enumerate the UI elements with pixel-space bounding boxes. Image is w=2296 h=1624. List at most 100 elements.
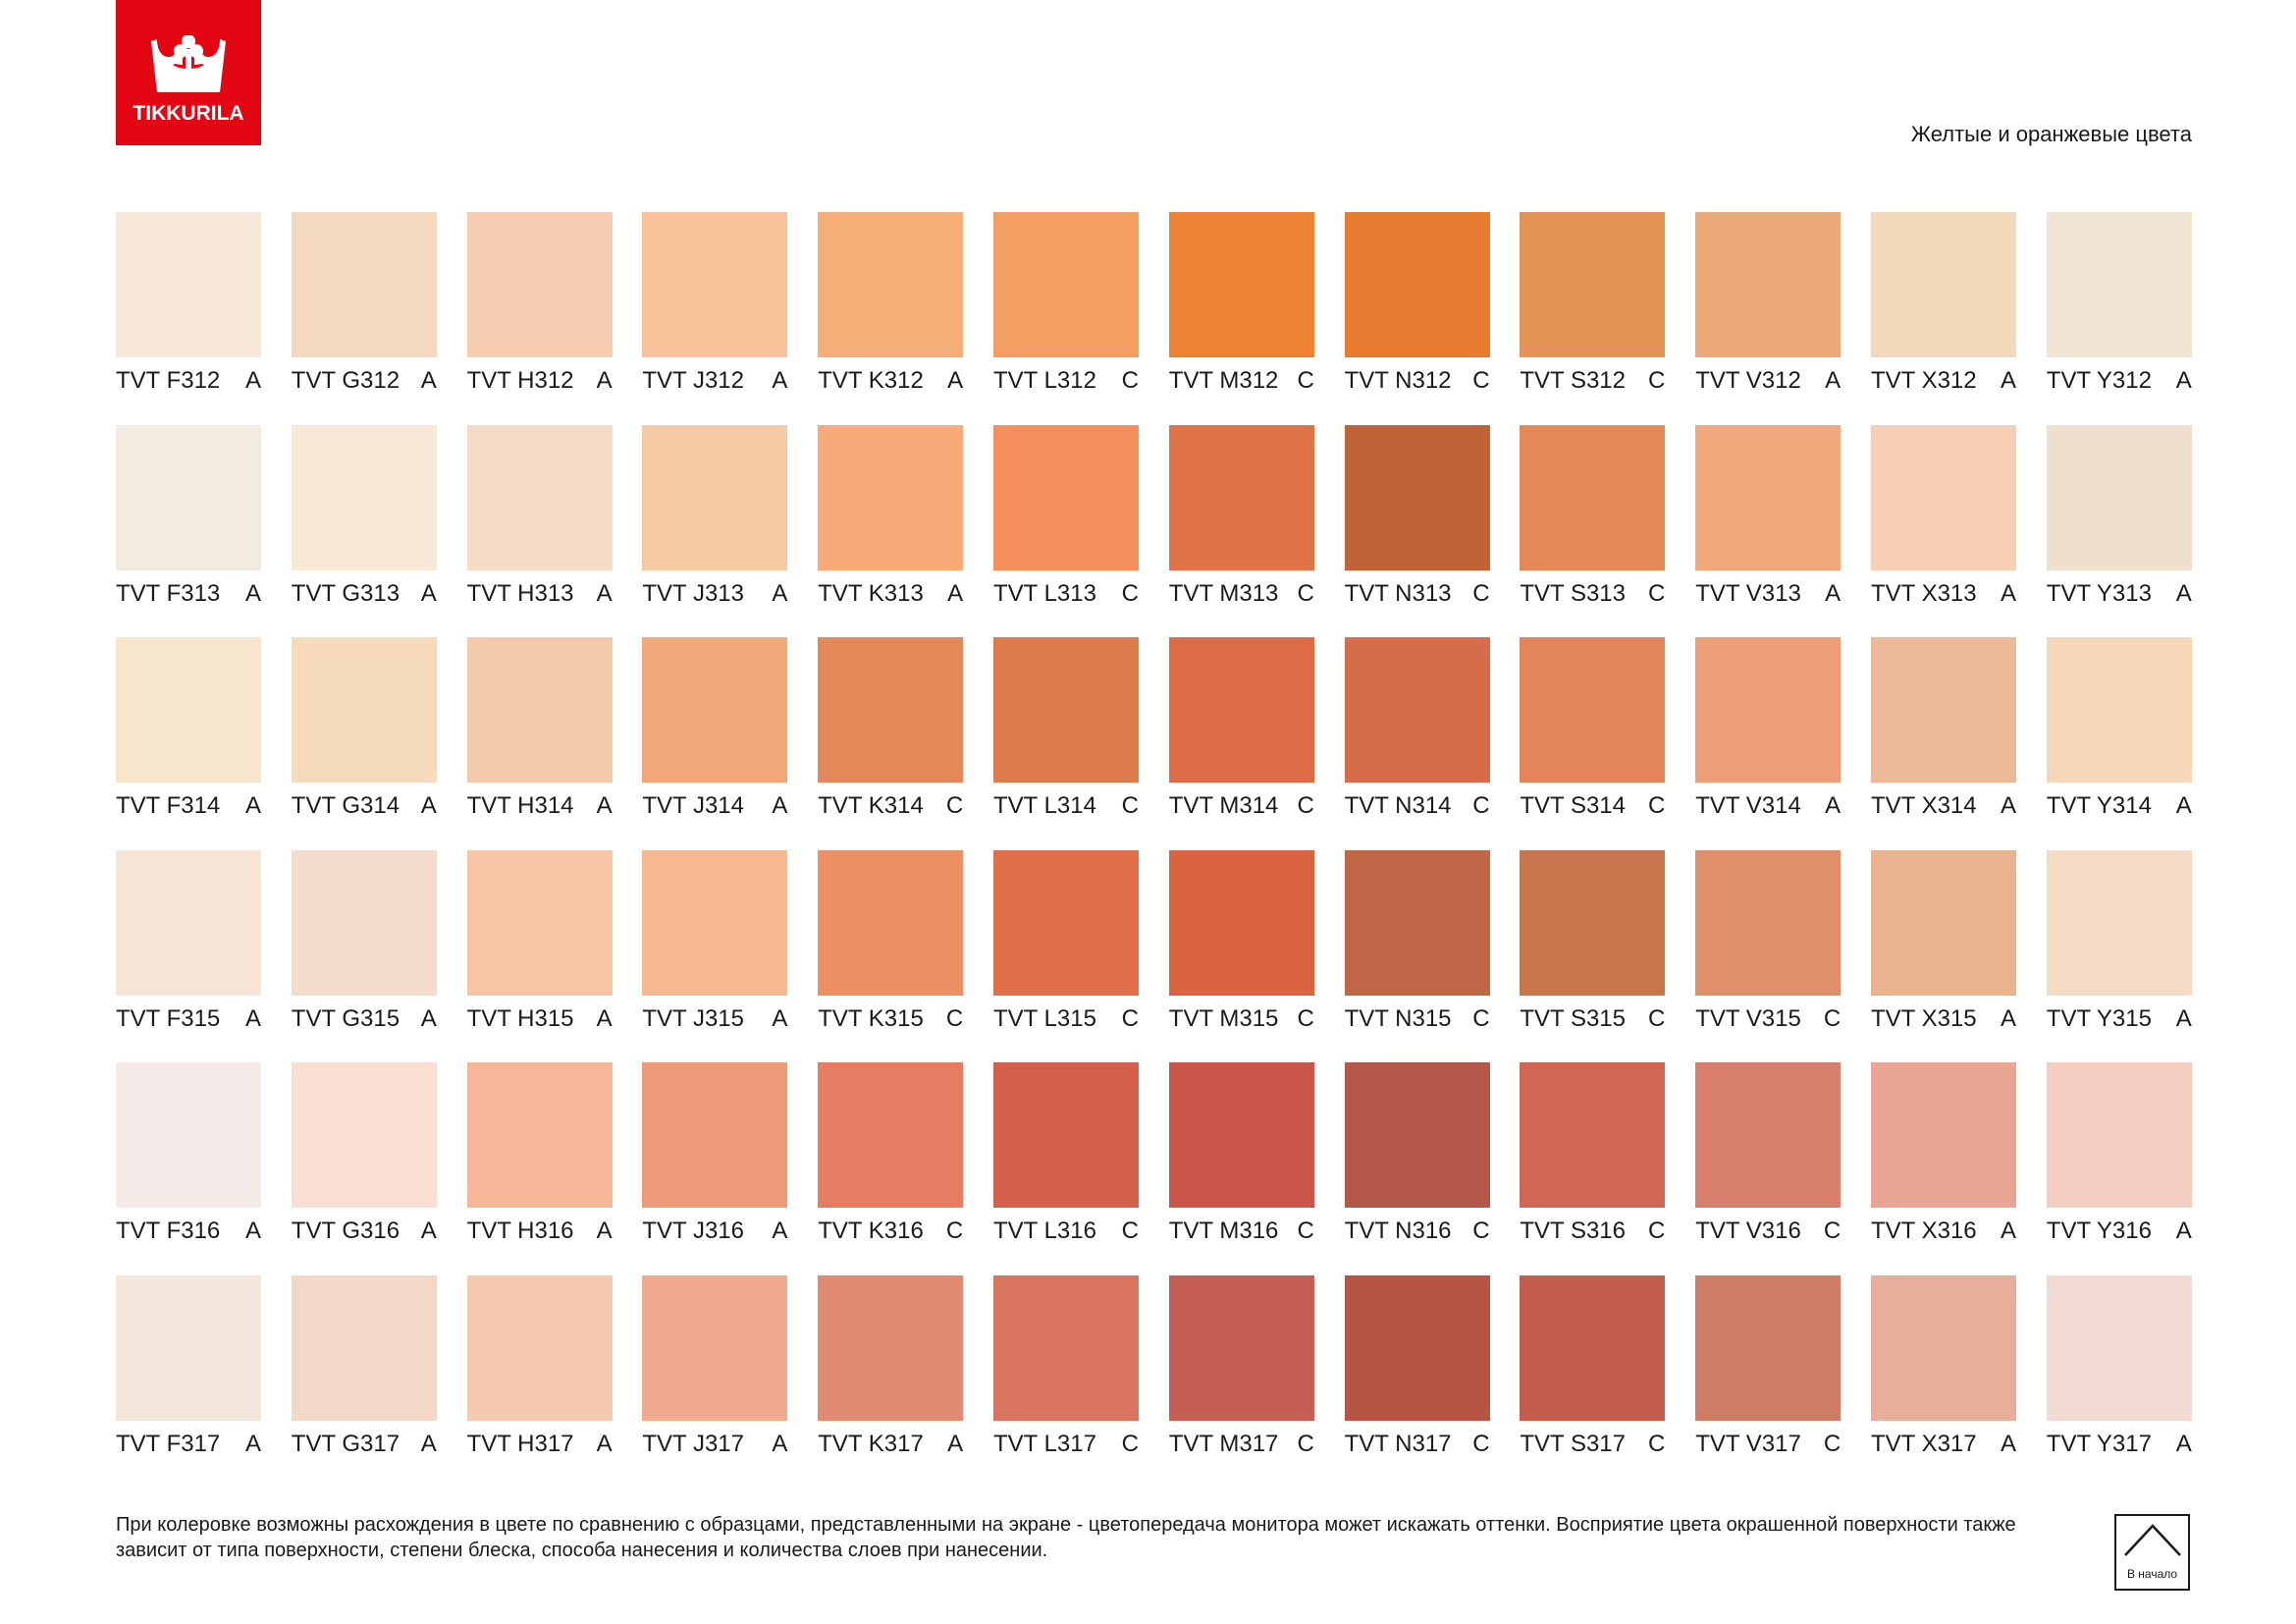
color-swatch[interactable]: [818, 849, 964, 996]
color-swatch[interactable]: [993, 849, 1139, 996]
color-swatch-card[interactable]: TVT G314 A: [291, 637, 437, 820]
color-swatch-card[interactable]: TVT K317 A: [818, 1275, 964, 1458]
color-swatch-card[interactable]: TVT V312 A: [1695, 212, 1842, 395]
color-swatch-card[interactable]: TVT F312 A: [116, 212, 261, 395]
color-swatch-card[interactable]: TVT S314 C: [1520, 637, 1666, 820]
color-swatch-card[interactable]: TVT K315 C: [818, 849, 964, 1033]
color-swatch[interactable]: [1520, 1275, 1666, 1421]
color-swatch[interactable]: [1871, 1275, 2016, 1421]
color-swatch[interactable]: [466, 637, 613, 784]
color-swatch-card[interactable]: TVT M313 C: [1168, 424, 1314, 608]
color-swatch-card[interactable]: TVT J312 A: [642, 212, 788, 395]
color-swatch[interactable]: [1520, 424, 1666, 570]
color-swatch-card[interactable]: TVT N314 C: [1344, 637, 1490, 820]
color-swatch-card[interactable]: TVT L317 C: [993, 1275, 1139, 1458]
color-swatch-card[interactable]: TVT N317 C: [1344, 1275, 1490, 1458]
color-swatch-card[interactable]: TVT M315 C: [1168, 849, 1314, 1033]
color-swatch[interactable]: [1168, 1062, 1314, 1209]
color-swatch-card[interactable]: TVT H315 A: [466, 849, 613, 1033]
color-swatch[interactable]: [642, 1062, 788, 1209]
color-swatch-card[interactable]: TVT Y312 A: [2046, 212, 2192, 395]
color-swatch[interactable]: [116, 1062, 261, 1209]
color-swatch[interactable]: [1168, 637, 1314, 784]
color-swatch[interactable]: [116, 637, 261, 784]
color-swatch-card[interactable]: TVT J313 A: [642, 424, 788, 608]
color-swatch[interactable]: [1344, 1062, 1490, 1209]
color-swatch[interactable]: [1344, 849, 1490, 996]
color-swatch[interactable]: [1520, 212, 1666, 357]
color-swatch[interactable]: [1871, 849, 2016, 996]
color-swatch[interactable]: [2046, 212, 2192, 357]
color-swatch[interactable]: [818, 212, 964, 357]
color-swatch[interactable]: [818, 637, 964, 784]
color-swatch[interactable]: [116, 212, 261, 357]
color-swatch[interactable]: [1344, 424, 1490, 570]
color-swatch-card[interactable]: TVT S317 C: [1520, 1275, 1666, 1458]
color-swatch-card[interactable]: TVT K312 A: [818, 212, 964, 395]
color-swatch[interactable]: [818, 1062, 964, 1209]
color-swatch-card[interactable]: TVT X313 A: [1871, 424, 2016, 608]
color-swatch[interactable]: [818, 1275, 964, 1421]
color-swatch-card[interactable]: TVT Y314 A: [2046, 637, 2192, 820]
color-swatch-card[interactable]: TVT X315 A: [1871, 849, 2016, 1033]
color-swatch-card[interactable]: TVT S312 C: [1520, 212, 1666, 395]
color-swatch[interactable]: [1871, 424, 2016, 570]
color-swatch-card[interactable]: TVT Y317 A: [2046, 1275, 2192, 1458]
color-swatch-card[interactable]: TVT H316 A: [466, 1062, 613, 1245]
color-swatch-card[interactable]: TVT L312 C: [993, 212, 1139, 395]
color-swatch-card[interactable]: TVT J315 A: [642, 849, 788, 1033]
color-swatch-card[interactable]: TVT L315 C: [993, 849, 1139, 1033]
color-swatch-card[interactable]: TVT L313 C: [993, 424, 1139, 608]
color-swatch[interactable]: [1520, 637, 1666, 784]
color-swatch[interactable]: [291, 637, 437, 784]
color-swatch-card[interactable]: TVT V313 A: [1695, 424, 1842, 608]
color-swatch-card[interactable]: TVT K314 C: [818, 637, 964, 820]
color-swatch-card[interactable]: TVT Y316 A: [2046, 1062, 2192, 1245]
color-swatch-card[interactable]: TVT G315 A: [291, 849, 437, 1033]
color-swatch[interactable]: [116, 1275, 261, 1421]
color-swatch-card[interactable]: TVT M317 C: [1168, 1275, 1314, 1458]
color-swatch-card[interactable]: TVT F317 A: [116, 1275, 261, 1458]
color-swatch-card[interactable]: TVT J317 A: [642, 1275, 788, 1458]
color-swatch[interactable]: [291, 424, 437, 570]
color-swatch-card[interactable]: TVT G317 A: [291, 1275, 437, 1458]
color-swatch[interactable]: [1344, 212, 1490, 357]
color-swatch-card[interactable]: TVT S316 C: [1520, 1062, 1666, 1245]
color-swatch-card[interactable]: TVT H313 A: [466, 424, 613, 608]
color-swatch[interactable]: [291, 212, 437, 357]
color-swatch-card[interactable]: TVT N316 C: [1344, 1062, 1490, 1245]
color-swatch-card[interactable]: TVT X312 A: [1871, 212, 2016, 395]
color-swatch[interactable]: [2046, 1275, 2192, 1421]
color-swatch[interactable]: [2046, 1062, 2192, 1209]
color-swatch[interactable]: [291, 1062, 437, 1209]
color-swatch[interactable]: [2046, 424, 2192, 570]
color-swatch-card[interactable]: TVT J316 A: [642, 1062, 788, 1245]
color-swatch[interactable]: [993, 424, 1139, 570]
color-swatch-card[interactable]: TVT L314 C: [993, 637, 1139, 820]
color-swatch[interactable]: [291, 1275, 437, 1421]
color-swatch[interactable]: [1168, 1275, 1314, 1421]
color-swatch-card[interactable]: TVT H314 A: [466, 637, 613, 820]
color-swatch[interactable]: [642, 212, 788, 357]
color-swatch-card[interactable]: TVT F313 A: [116, 424, 261, 608]
color-swatch-card[interactable]: TVT N313 C: [1344, 424, 1490, 608]
color-swatch[interactable]: [466, 424, 613, 570]
color-swatch[interactable]: [642, 1275, 788, 1421]
color-swatch[interactable]: [1520, 1062, 1666, 1209]
color-swatch-card[interactable]: TVT M316 C: [1168, 1062, 1314, 1245]
color-swatch[interactable]: [1695, 212, 1842, 357]
color-swatch-card[interactable]: TVT V314 A: [1695, 637, 1842, 820]
color-swatch[interactable]: [2046, 637, 2192, 784]
color-swatch[interactable]: [466, 1062, 613, 1209]
color-swatch[interactable]: [116, 424, 261, 570]
color-swatch[interactable]: [1695, 849, 1842, 996]
color-swatch-card[interactable]: TVT H312 A: [466, 212, 613, 395]
color-swatch[interactable]: [818, 424, 964, 570]
color-swatch[interactable]: [993, 1062, 1139, 1209]
color-swatch-card[interactable]: TVT X314 A: [1871, 637, 2016, 820]
color-swatch-card[interactable]: TVT K313 A: [818, 424, 964, 608]
color-swatch-card[interactable]: TVT L316 C: [993, 1062, 1139, 1245]
color-swatch-card[interactable]: TVT F315 A: [116, 849, 261, 1033]
back-to-start-button[interactable]: В начало: [2114, 1514, 2190, 1591]
color-swatch-card[interactable]: TVT Y315 A: [2046, 849, 2192, 1033]
